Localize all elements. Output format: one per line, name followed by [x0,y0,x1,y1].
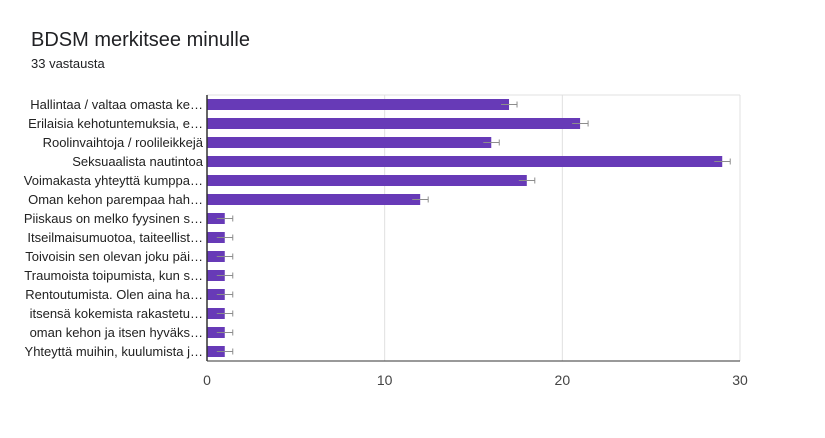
category-label-12: oman kehon ja itsen hyväks… [30,325,203,340]
category-label-7: Itseilmaisumuotoa, taiteellist… [27,230,203,245]
error-bars [216,101,731,355]
category-label-13: Yhteyttä muihin, kuulumista j… [25,344,203,359]
bar-13 [207,346,225,357]
bar-0 [207,99,510,110]
bar-12 [207,327,225,338]
bar-8 [207,251,225,262]
category-label-8: Toivoisin sen olevan joku päi… [25,249,203,264]
category-label-10: Rentoutumista. Olen aina ha… [25,287,203,302]
bar-5 [207,194,421,205]
x-tick-label-30: 30 [732,372,748,388]
bar-4 [207,175,527,186]
category-label-4: Voimakasta yhteyttä kumppa… [24,173,203,188]
bar-3 [207,156,723,167]
bars [207,99,723,357]
bar-1 [207,118,581,129]
bar-2 [207,137,492,148]
bar-9 [207,270,225,281]
x-tick-labels: 0 10 20 30 [203,372,748,388]
category-label-9: Traumoista toipumista, kun s… [24,268,203,283]
category-label-6: Piiskaus on melko fyysinen s… [24,211,203,226]
chart-title: BDSM merkitsee minulle [31,29,250,51]
bar-7 [207,232,225,243]
grid-lines [207,94,741,361]
x-tick-label-0: 0 [203,372,211,388]
x-tick-label-10: 10 [377,372,393,388]
axes [206,95,740,362]
category-label-0: Hallintaa / valtaa omasta ke… [30,97,203,112]
category-label-3: Seksuaalista nautintoa [72,154,204,169]
category-label-11: itsensä kokemista rakastetu… [30,306,203,321]
category-label-2: Roolinvaihtoja / roolileikkejä [43,135,204,150]
bar-11 [207,308,225,319]
bar-10 [207,289,225,300]
category-labels: Hallintaa / valtaa omasta ke… Erilaisia k… [24,97,204,359]
category-label-1: Erilaisia kehotuntemuksia, e… [28,116,203,131]
bar-6 [207,213,225,224]
x-tick-label-20: 20 [555,372,571,388]
category-label-5: Oman kehon parempaa hah… [28,192,203,207]
response-count: 33 vastausta [31,56,105,71]
